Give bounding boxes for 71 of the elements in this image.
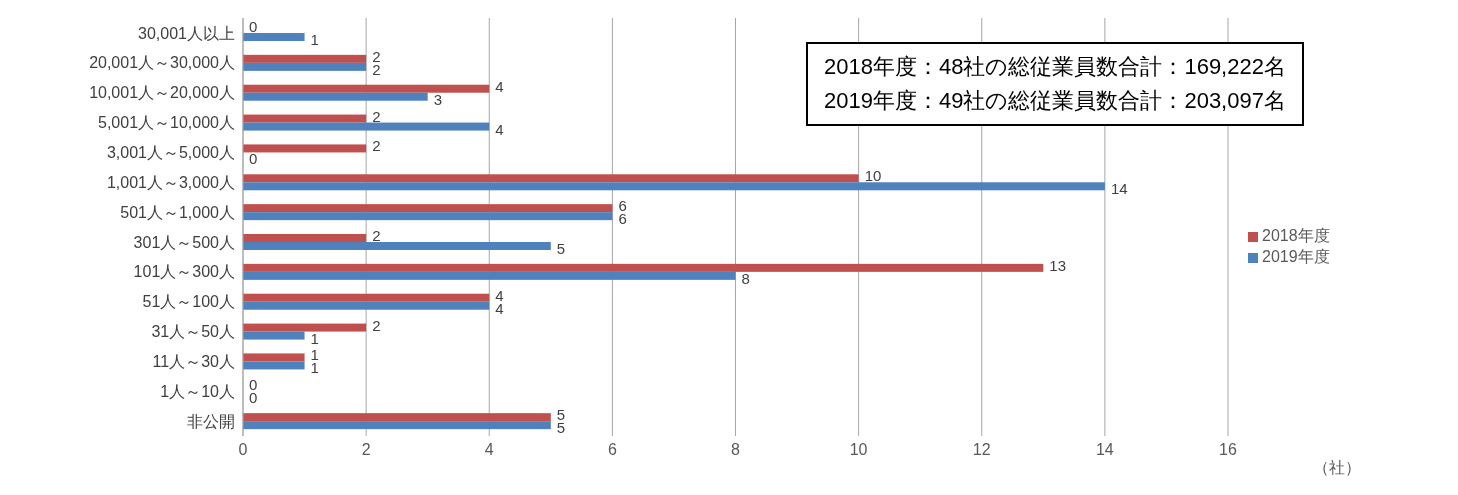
data-label: 2 [372, 226, 381, 244]
bar [243, 54, 367, 63]
y-tick-label: 3,001人～5,000人 [106, 144, 235, 162]
x-axis-title: （社） [1313, 458, 1361, 478]
x-tick-label: 16 [1219, 441, 1237, 459]
bar [243, 204, 613, 213]
bar [243, 234, 367, 242]
x-tick-label: 10 [849, 441, 868, 459]
bar [243, 413, 551, 422]
bar [243, 62, 367, 71]
bar [243, 114, 367, 123]
y-tick-label: 30,001人以上 [138, 24, 235, 42]
y-tick-label: 1,001人～3,000人 [106, 173, 235, 191]
x-tick-label: 4 [484, 441, 494, 459]
x-tick-label: 8 [731, 441, 741, 459]
data-label: 4 [495, 77, 504, 95]
bar [243, 122, 490, 131]
x-tick-label: 12 [972, 441, 991, 459]
y-tick-label: 非公開 [187, 412, 235, 430]
data-label: 2 [372, 47, 381, 65]
data-label: 4 [495, 120, 504, 138]
y-tick-label: 5,001人～10,000人 [98, 114, 235, 132]
bar [243, 84, 490, 93]
data-label: 10 [864, 167, 882, 185]
data-label: 2 [372, 137, 381, 155]
bar [243, 323, 367, 332]
y-tick-label: 20,001人～30,000人 [89, 54, 235, 72]
y-tick-label: 1人～10人 [160, 382, 235, 400]
y-tick-label: 501人～1,000人 [120, 203, 235, 221]
data-label: 4 [495, 286, 504, 304]
y-tick-label: 51人～100人 [142, 293, 235, 311]
annotation: 2019年度：49社の総従業員数合計：203,097名 [824, 87, 1286, 115]
bar [243, 421, 551, 430]
y-tick-label: 301人～500人 [133, 233, 235, 251]
data-label: 1 [310, 329, 319, 347]
bar [243, 353, 305, 362]
data-label: 8 [741, 269, 750, 287]
bar [243, 361, 305, 370]
legend-label: 2019年度 [1262, 248, 1330, 265]
x-tick-label: 2 [361, 441, 371, 459]
data-label: 0 [249, 17, 258, 35]
data-label: 2 [372, 316, 381, 334]
data-label: 14 [1110, 180, 1128, 198]
bar [243, 271, 736, 280]
bar [243, 293, 490, 302]
data-label: 0 [249, 150, 258, 168]
data-label: 1 [310, 30, 319, 48]
annotation: 2018年度：48社の総従業員数合計：169,222名 [824, 53, 1286, 81]
x-tick-label: 0 [238, 441, 248, 459]
y-tick-label: 31人～50人 [151, 323, 235, 341]
bar [243, 174, 859, 183]
data-label: 3 [433, 90, 443, 108]
bar [243, 33, 305, 41]
data-label: 2 [372, 107, 381, 125]
bar [243, 182, 1105, 191]
data-label: 5 [556, 239, 566, 257]
bar [243, 331, 305, 340]
y-tick-label: 101人～300人 [133, 263, 235, 281]
bar [243, 242, 551, 250]
legend-label: 2018年度 [1262, 227, 1330, 244]
data-label: 13 [1049, 256, 1066, 274]
y-tick-label: 11人～30人 [152, 353, 235, 371]
x-tick-label: 6 [607, 441, 617, 459]
bar [243, 212, 613, 221]
y-tick-label: 10,001人～20,000人 [89, 84, 235, 102]
bar [243, 301, 490, 310]
bar [243, 92, 428, 101]
bar [243, 263, 1044, 272]
bar [243, 144, 367, 153]
x-tick-label: 14 [1095, 441, 1114, 459]
note-box: 2018年度：48社の総従業員数合計：169,222名 2019年度：49社の総従業員数合計：203,097名 [806, 42, 1304, 126]
